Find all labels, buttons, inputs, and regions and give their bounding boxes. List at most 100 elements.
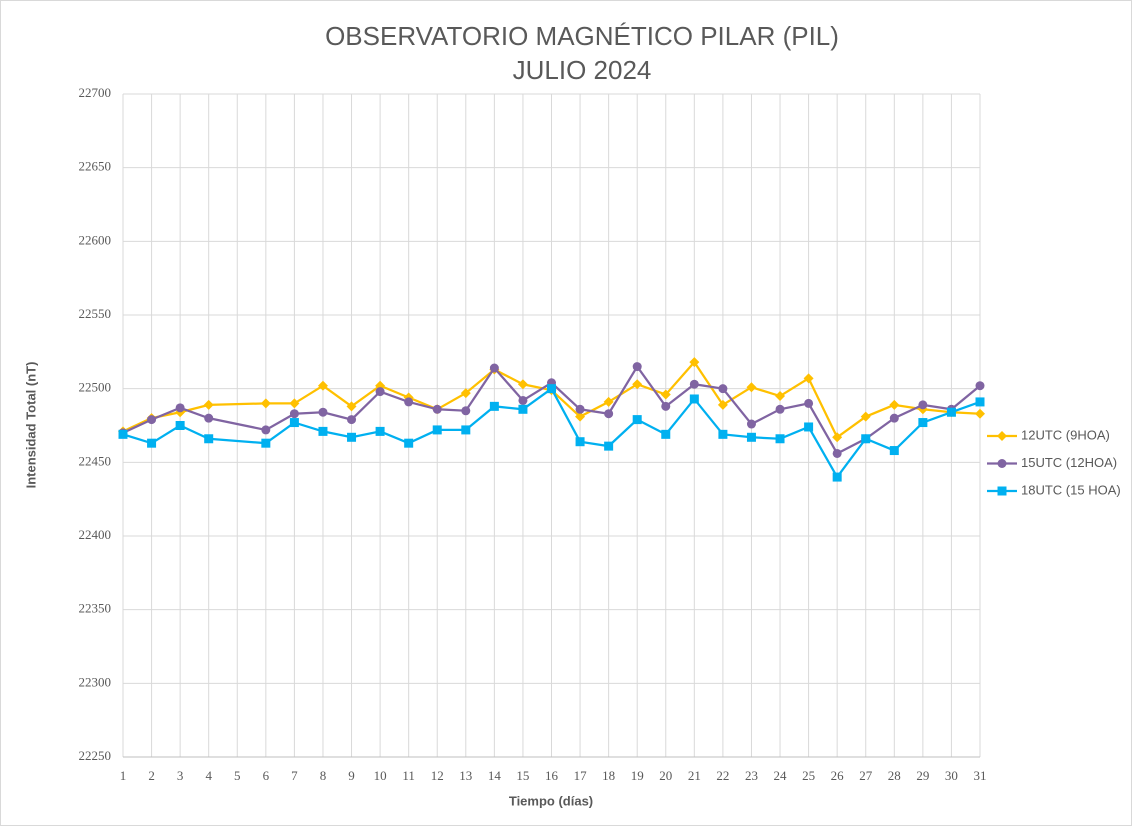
marker — [975, 397, 985, 407]
x-tick-label: 8 — [320, 768, 327, 783]
marker — [204, 413, 214, 423]
marker — [404, 438, 414, 448]
marker — [489, 363, 499, 373]
marker — [997, 431, 1007, 441]
marker — [997, 486, 1007, 496]
x-tick-label: 25 — [802, 768, 815, 783]
marker — [861, 434, 871, 444]
marker — [518, 395, 528, 405]
x-tick-label: 19 — [631, 768, 644, 783]
y-tick-label: 22300 — [79, 674, 112, 689]
marker — [261, 438, 271, 448]
marker — [975, 408, 985, 419]
marker — [347, 415, 357, 425]
marker — [804, 398, 814, 408]
marker — [175, 421, 185, 430]
x-tick-label: 14 — [488, 768, 502, 783]
y-tick-label: 22500 — [79, 380, 112, 395]
marker — [289, 409, 299, 419]
x-tick-label: 11 — [402, 768, 415, 783]
chart-title: OBSERVATORIO MAGNÉTICO PILAR (PIL) — [325, 21, 839, 51]
x-tick-label: 27 — [859, 768, 873, 783]
marker — [746, 419, 756, 429]
marker — [489, 401, 499, 411]
marker — [604, 409, 614, 419]
marker — [918, 400, 928, 410]
x-tick-label: 4 — [205, 768, 212, 783]
marker — [832, 448, 842, 458]
x-tick-label: 26 — [831, 768, 845, 783]
y-tick-label: 22250 — [79, 748, 112, 763]
marker — [689, 357, 700, 368]
series-line — [122, 387, 981, 480]
chart-subtitle: JULIO 2024 — [513, 55, 652, 85]
x-tick-label: 3 — [177, 768, 184, 783]
y-tick-label: 22350 — [79, 601, 112, 616]
marker — [946, 407, 956, 417]
marker — [889, 399, 900, 410]
marker — [718, 384, 728, 394]
marker — [460, 388, 471, 399]
marker — [832, 432, 843, 443]
x-tick-label: 17 — [574, 768, 588, 783]
marker — [346, 401, 357, 412]
x-tick-label: 16 — [545, 768, 559, 783]
marker — [147, 415, 157, 425]
x-tick-label: 21 — [688, 768, 701, 783]
x-tick-label: 10 — [374, 768, 387, 783]
marker — [575, 411, 586, 422]
marker — [689, 379, 699, 389]
marker — [260, 398, 271, 409]
marker — [175, 403, 185, 413]
x-tick-label: 1 — [120, 768, 127, 783]
marker — [375, 426, 385, 436]
marker — [261, 425, 271, 435]
marker — [317, 380, 328, 391]
marker — [661, 429, 671, 439]
marker — [803, 373, 814, 384]
x-tick-label: 5 — [234, 768, 241, 783]
marker — [804, 422, 814, 432]
legend-label: 12UTC (9HOA) — [1021, 427, 1110, 442]
y-axis-label: Intensidad Total (nT) — [23, 362, 38, 489]
marker — [775, 434, 785, 444]
x-tick-label: 30 — [945, 768, 958, 783]
marker — [661, 401, 671, 411]
marker — [404, 397, 414, 407]
x-tick-label: 12 — [431, 768, 444, 783]
marker — [347, 432, 357, 442]
marker — [375, 387, 385, 397]
x-axis-label: Tiempo (días) — [509, 793, 593, 808]
marker — [118, 429, 128, 439]
marker — [575, 437, 585, 447]
x-tick-label: 13 — [459, 768, 472, 783]
marker — [517, 379, 528, 390]
marker — [575, 404, 585, 414]
y-tick-label: 22400 — [79, 527, 112, 542]
marker — [746, 382, 757, 393]
marker — [289, 398, 300, 409]
x-tick-label: 31 — [974, 768, 987, 783]
marker — [604, 441, 614, 451]
y-tick-label: 22450 — [79, 453, 112, 468]
marker — [775, 391, 786, 402]
marker — [718, 429, 728, 439]
x-tick-label: 20 — [659, 768, 672, 783]
marker — [547, 384, 556, 394]
x-tick-label: 7 — [291, 768, 298, 783]
marker — [689, 394, 699, 404]
marker — [461, 406, 471, 416]
x-tick-label: 22 — [716, 768, 729, 783]
x-tick-label: 9 — [348, 768, 355, 783]
marker — [632, 379, 643, 390]
marker — [997, 459, 1007, 468]
marker — [204, 434, 214, 444]
marker — [603, 396, 614, 407]
marker — [632, 415, 642, 425]
marker — [318, 407, 328, 417]
y-tick-label: 22650 — [79, 159, 112, 174]
marker — [518, 404, 528, 414]
marker — [746, 432, 756, 442]
